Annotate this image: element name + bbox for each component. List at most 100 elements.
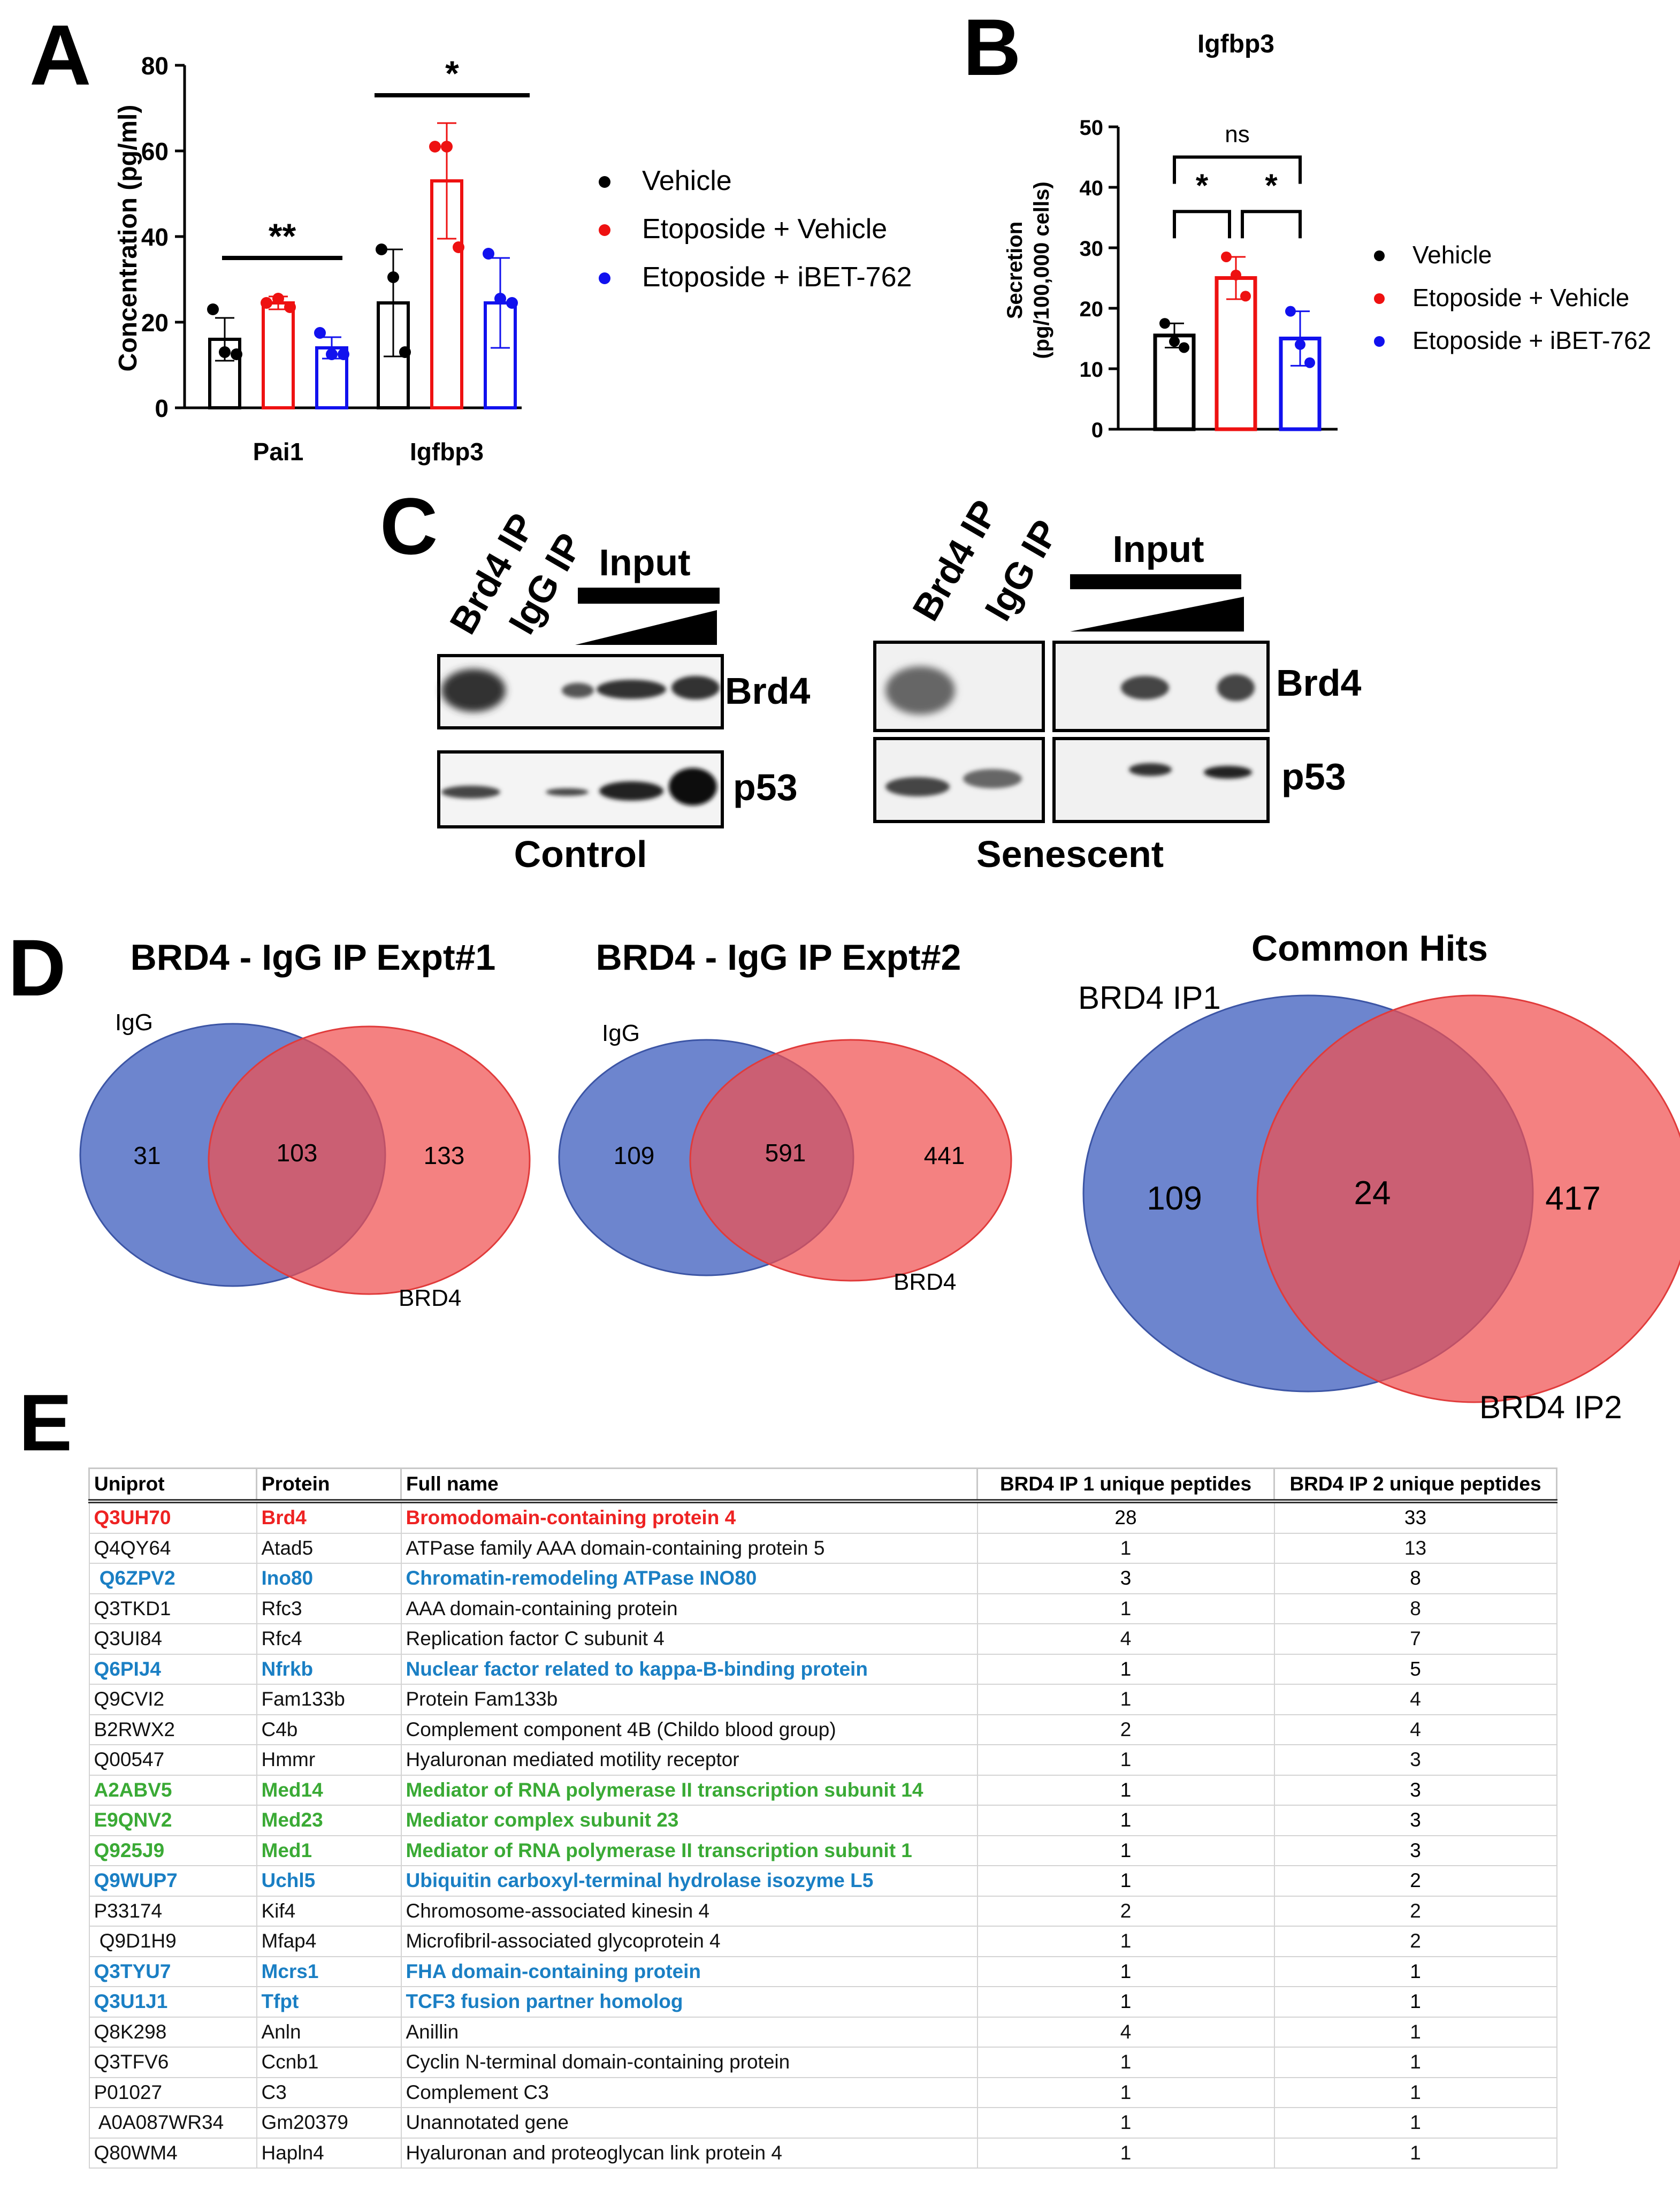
panel-label-a: A: [29, 7, 91, 103]
cell-ip2: 3: [1273, 1744, 1557, 1776]
cell-uniprot: Q3TYU7: [88, 1956, 257, 1987]
cell-full-name: FHA domain-containing protein: [400, 1956, 978, 1987]
cell-uniprot: Q6PIJ4: [88, 1653, 257, 1685]
venn-common-hits: Common Hits BRD4 IP1 BRD4 IP2 109 24 417: [1078, 928, 1680, 1425]
protein-table: Uniprot Protein Full name BRD4 IP 1 uniq…: [88, 1467, 1557, 2169]
cell-ip1: 4: [976, 1623, 1275, 1655]
cell-ip2: 3: [1273, 1774, 1557, 1806]
table-row: Q80WM4 Hapln4 Hyaluronan and proteoglycan …: [88, 2137, 1557, 2169]
cell-full-name: Mediator of RNA polymerase II transcript…: [400, 1774, 978, 1806]
data-point: [326, 348, 338, 360]
data-point: [506, 297, 518, 309]
data-point: [429, 141, 441, 153]
cell-uniprot: A2ABV5: [88, 1774, 257, 1806]
cell-ip1: 1: [976, 1805, 1275, 1836]
table-row: Q9D1H9 Mfap4 Microfibril-associated glycop…: [88, 1926, 1557, 1957]
cell-uniprot: Q3UI84: [88, 1623, 257, 1655]
data-point: [376, 244, 387, 255]
legend-marker: [1374, 336, 1385, 347]
band: [599, 781, 663, 801]
legend-label: Etoposide + Vehicle: [642, 214, 887, 245]
cell-full-name: Cyclin N-terminal domain-containing prot…: [400, 2047, 978, 2078]
cell-protein: Brd4: [256, 1501, 402, 1534]
column-header-uniprot: Uniprot: [88, 1467, 257, 1502]
data-point: [399, 346, 411, 358]
chart-title: Igfbp3: [1197, 30, 1274, 58]
table-row: Q3UH70 Brd4 Bromodomain-containing protein…: [88, 1501, 1557, 1534]
cell-protein: Med14: [256, 1774, 402, 1806]
table-row: Q6ZPV2 Ino80 Chromatin-remodeling ATPase I…: [88, 1563, 1557, 1594]
y-tick-label: 0: [1091, 419, 1103, 442]
venn-overlap-count: 24: [1354, 1175, 1391, 1212]
data-point: [453, 241, 464, 253]
cell-uniprot: Q3U1J1: [88, 1986, 257, 2018]
panel-label-e: E: [19, 1378, 72, 1466]
y-axis-label-units: (pg/100,000 cells): [1030, 181, 1053, 359]
cell-uniprot: A0A087WR34: [88, 2107, 257, 2139]
y-tick-label: 20: [141, 309, 169, 337]
cell-full-name: Chromatin-remodeling ATPase INO80: [400, 1563, 978, 1594]
cell-ip1: 2: [976, 1714, 1275, 1745]
data-point: [494, 293, 506, 305]
cell-protein: Gm20379: [256, 2107, 402, 2139]
figure-canvas: A 0 20 40 60 80 Concentration (pg/ml) Pai1 Igfb…: [8, 2, 1680, 1466]
cell-uniprot: Q3TFV6: [88, 2047, 257, 2078]
data-point: [338, 348, 349, 360]
cell-ip1: 1: [976, 1774, 1275, 1806]
significance-label: ns: [1225, 121, 1249, 148]
legend-marker: [1374, 250, 1385, 261]
data-point: [1304, 357, 1315, 368]
cell-protein: Mcrs1: [256, 1956, 402, 1987]
cell-ip1: 1: [976, 1532, 1275, 1564]
cell-uniprot: Q9WUP7: [88, 1865, 257, 1897]
venn-left-label: BRD4 IP1: [1078, 980, 1221, 1016]
bar: [1215, 276, 1257, 431]
band: [885, 666, 955, 714]
cell-ip1: 28: [976, 1501, 1275, 1534]
cell-full-name: Anillin: [400, 2016, 978, 2048]
band: [597, 680, 666, 699]
data-point: [1295, 339, 1305, 350]
panel-label-b: B: [963, 2, 1021, 92]
cell-ip2: 2: [1273, 1865, 1557, 1897]
cell-protein: Hapln4: [256, 2137, 402, 2169]
venn-right-count: 133: [424, 1142, 465, 1169]
cell-full-name: Hyaluronan and proteoglycan link protein…: [400, 2137, 978, 2169]
cell-ip2: 3: [1273, 1805, 1557, 1836]
cell-ip1: 1: [976, 1835, 1275, 1866]
cell-uniprot: Q9D1H9: [88, 1926, 257, 1957]
cell-ip2: 7: [1273, 1623, 1557, 1655]
cell-ip1: 2: [976, 1895, 1275, 1927]
venn-left-count: 109: [1147, 1180, 1202, 1217]
table-row: Q9CVI2 Fam133b Protein Fam133b 1 4: [88, 1684, 1557, 1715]
table-row: Q4QY64 Atad5 ATPase family AAA domain-cont…: [88, 1532, 1557, 1564]
cell-protein: Atad5: [256, 1532, 402, 1564]
venn-expt1: BRD4 - IgG IP Expt#1 IgG BRD4 31 103 133: [79, 937, 531, 1311]
cell-protein: Fam133b: [256, 1684, 402, 1715]
cell-ip1: 1: [976, 2107, 1275, 2139]
venn-right-label: BRD4 IP2: [1479, 1389, 1622, 1425]
table-row: A0A087WR34 Gm20379 Unannotated gene 1 1: [88, 2107, 1557, 2139]
band: [546, 788, 589, 796]
input-bar: [1070, 574, 1241, 589]
input-label-control: Input: [599, 542, 690, 583]
data-point: [1169, 336, 1180, 347]
cell-protein: Tfpt: [256, 1986, 402, 2018]
cell-full-name: Complement C3: [400, 2077, 978, 2108]
venn-overlap-count: 103: [277, 1139, 318, 1167]
bar: [262, 301, 295, 409]
cell-full-name: Microfibril-associated glycoprotein 4: [400, 1926, 978, 1957]
cell-ip2: 2: [1273, 1895, 1557, 1927]
table-row: E9QNV2 Med23 Mediator complex subunit 23 1 3: [88, 1805, 1557, 1836]
legend-label: Etoposide + iBET-762: [1412, 326, 1651, 354]
cell-protein: Mfap4: [256, 1926, 402, 1957]
cell-ip2: 2: [1273, 1926, 1557, 1957]
y-tick-label: 40: [1080, 177, 1104, 200]
legend-marker: [599, 224, 610, 236]
cell-ip2: 1: [1273, 2047, 1557, 2078]
data-point: [1159, 318, 1170, 329]
table-row: Q3U1J1 Tfpt TCF3 fusion partner homolog 1 1: [88, 1986, 1557, 2018]
table-row: Q3TFV6 Ccnb1 Cyclin N-terminal domain-cont…: [88, 2047, 1557, 2078]
cell-uniprot: Q3UH70: [88, 1501, 257, 1534]
band: [1129, 763, 1172, 776]
